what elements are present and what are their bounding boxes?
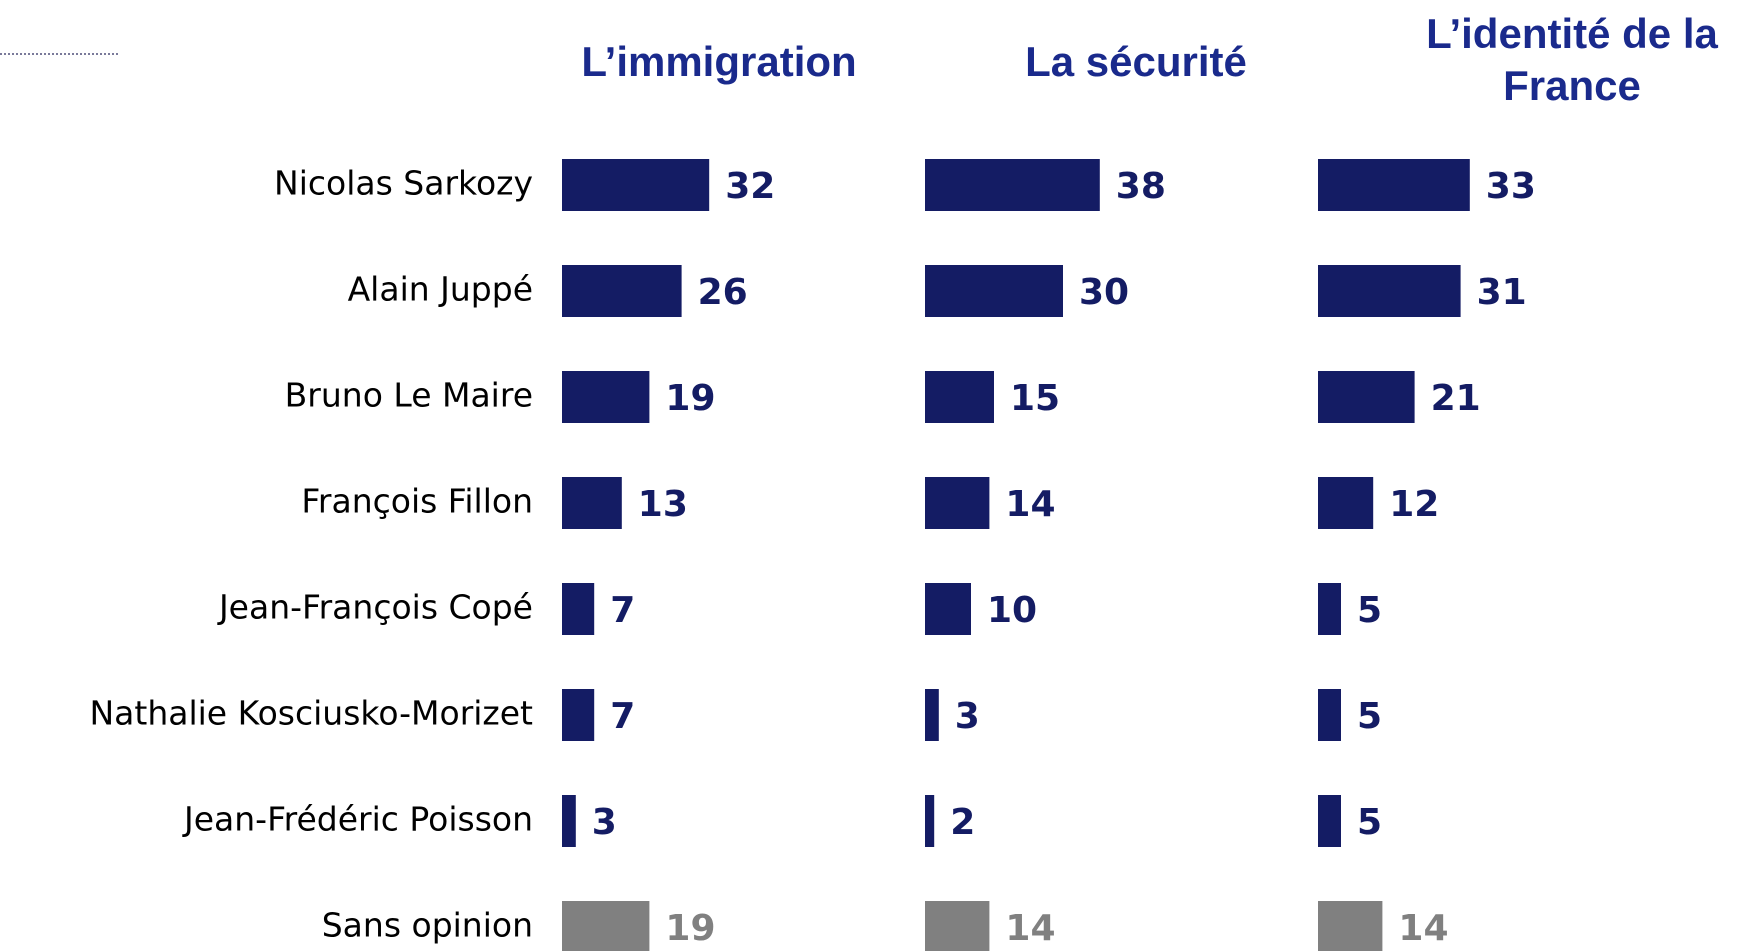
- bar: [1318, 265, 1461, 317]
- value-label: 14: [1005, 908, 1055, 949]
- value-label: 5: [1357, 590, 1382, 631]
- category-label: Bruno Le Maire: [285, 376, 533, 415]
- value-label: 5: [1357, 802, 1382, 843]
- value-label: 2: [950, 802, 975, 843]
- bar: [562, 583, 595, 635]
- bar: [925, 689, 939, 741]
- value-label: 19: [665, 378, 715, 419]
- bar: [562, 265, 682, 317]
- value-label: 30: [1079, 272, 1129, 313]
- value-label: 33: [1486, 166, 1536, 207]
- value-label: 12: [1389, 484, 1439, 525]
- bar: [1318, 371, 1415, 423]
- bar: [925, 583, 971, 635]
- bar: [925, 901, 990, 951]
- value-label: 7: [610, 590, 635, 631]
- category-label: Jean-François Copé: [217, 588, 533, 627]
- bar: [1318, 689, 1341, 741]
- category-label: Sans opinion: [322, 906, 533, 945]
- bar: [562, 477, 622, 529]
- bar: [925, 795, 935, 847]
- value-label: 19: [665, 908, 715, 949]
- category-label: Alain Juppé: [348, 270, 533, 309]
- value-label: 7: [610, 696, 635, 737]
- value-label: 15: [1010, 378, 1060, 419]
- value-label: 31: [1477, 272, 1527, 313]
- value-label: 10: [987, 590, 1037, 631]
- category-label: Nathalie Kosciusko-Morizet: [89, 694, 533, 733]
- category-label: François Fillon: [301, 482, 533, 521]
- bar: [1318, 159, 1470, 211]
- bar: [925, 265, 1063, 317]
- bar: [562, 689, 595, 741]
- bar: [925, 477, 990, 529]
- bar: [1318, 901, 1383, 951]
- value-label: 21: [1431, 378, 1481, 419]
- category-label: Nicolas Sarkozy: [274, 164, 533, 203]
- value-label: 3: [955, 696, 980, 737]
- bar: [562, 159, 710, 211]
- value-label: 14: [1398, 908, 1448, 949]
- bar: [1318, 795, 1341, 847]
- bar: [925, 371, 994, 423]
- value-label: 13: [638, 484, 688, 525]
- panel-title: L’immigration: [581, 38, 857, 85]
- bar: [562, 371, 650, 423]
- panel-title: L’identité de la France: [1426, 10, 1718, 109]
- panel-title: La sécurité: [1025, 38, 1247, 85]
- value-label: 5: [1357, 696, 1382, 737]
- bar: [562, 795, 576, 847]
- value-label: 26: [698, 272, 748, 313]
- value-label: 38: [1116, 166, 1166, 207]
- bar: [1318, 583, 1341, 635]
- value-label: 3: [592, 802, 617, 843]
- bar: [925, 159, 1100, 211]
- bar: [1318, 477, 1374, 529]
- bar: [562, 901, 650, 951]
- value-label: 14: [1005, 484, 1055, 525]
- value-label: 32: [725, 166, 775, 207]
- category-label: Jean-Frédéric Poisson: [182, 800, 533, 839]
